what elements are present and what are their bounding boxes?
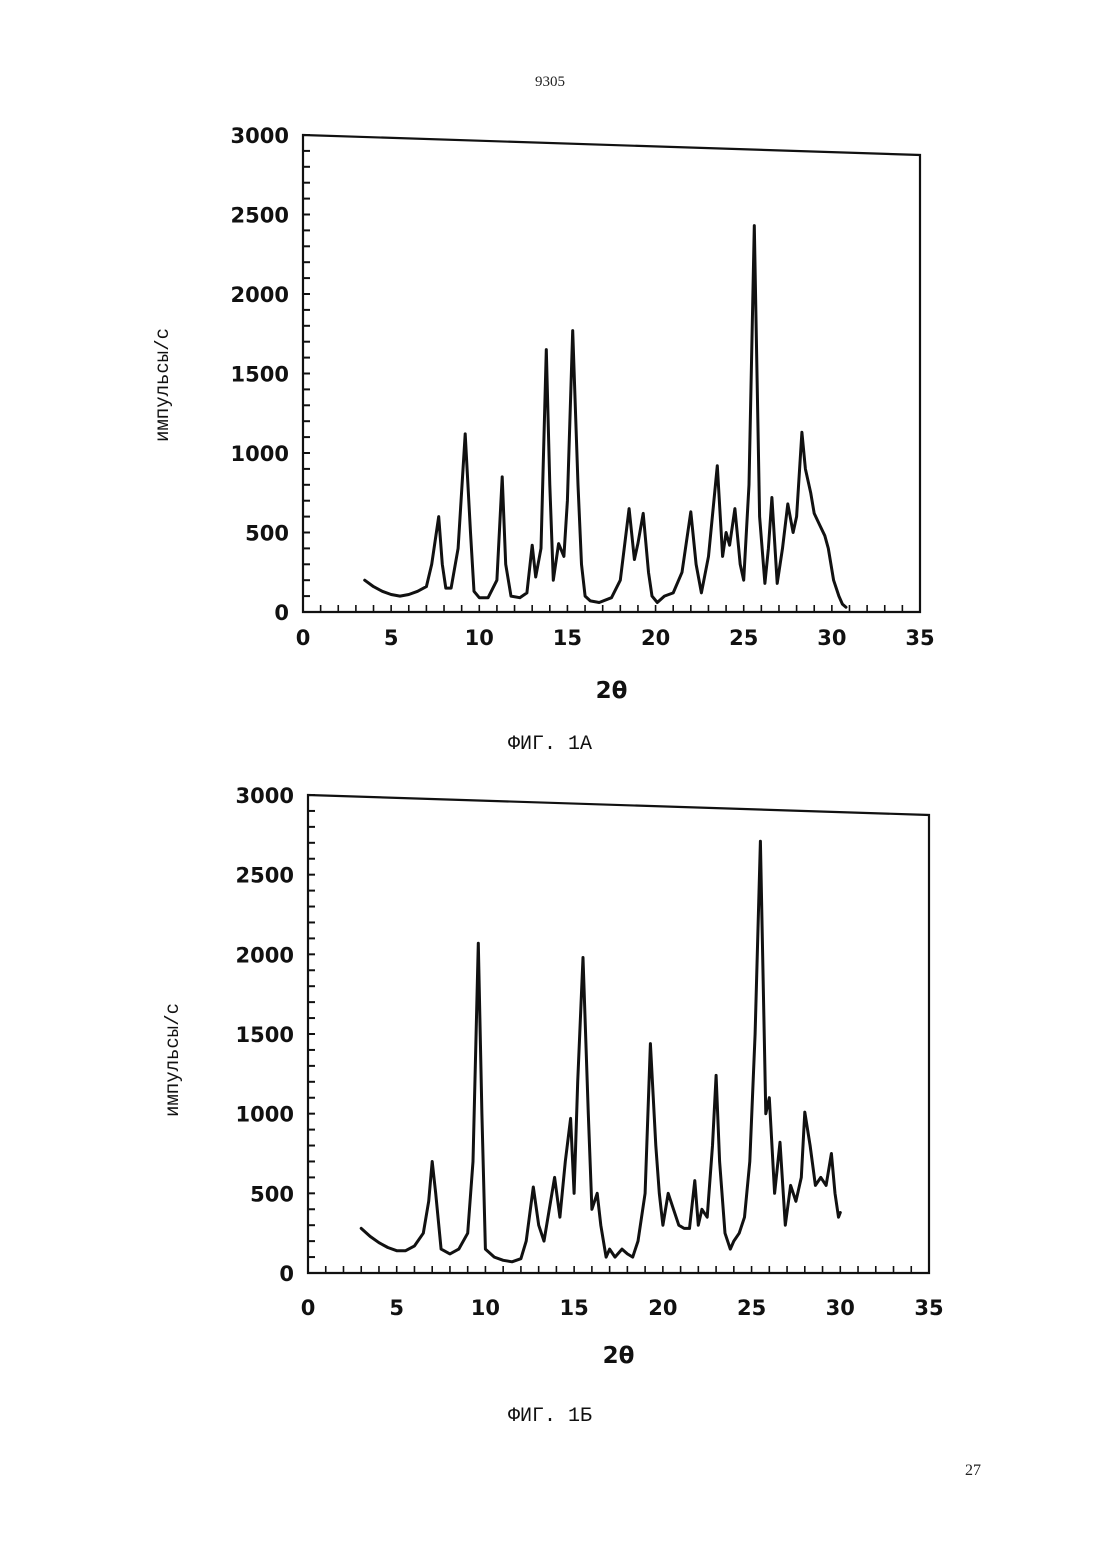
x-tick-label: 0 [296,626,311,650]
x-tick-label: 25 [729,626,758,650]
x-tick-label: 35 [914,1296,943,1320]
x-tick-label: 0 [301,1296,316,1320]
y-tick-label: 500 [245,522,289,546]
y-tick-label: 0 [279,1262,294,1286]
y-axis-title: импульсы/с [162,1003,184,1117]
x-tick-label: 30 [817,626,846,650]
y-tick-label: 1000 [231,442,289,466]
y-tick-label: 1500 [236,1023,294,1047]
x-tick-label: 10 [471,1296,500,1320]
y-tick-label: 2000 [231,283,289,307]
y-tick-label: 0 [274,601,289,625]
y-tick-label: 500 [250,1182,294,1206]
x-tick-label: 15 [560,1296,589,1320]
diffraction-series-line [361,841,840,1262]
x-tick-label: 20 [648,1296,677,1320]
x-tick-label: 20 [641,626,670,650]
x-tick-label: 5 [389,1296,404,1320]
y-tick-label: 1500 [231,363,289,387]
y-axis-title: импульсы/с [152,328,174,442]
y-tick-label: 3000 [231,124,289,148]
y-tick-label: 2000 [236,943,294,967]
y-tick-label: 2500 [236,864,294,888]
diffraction-series-line [365,226,846,608]
xrd-chart-1a: 0 500 1000 1500 2000 2500 3000 0 5 10 15 20 25 30 35 2θ… [0,100,1100,830]
page-number-top: 9305 [0,74,1100,91]
xrd-chart-1b: 0 500 1000 1500 2000 2500 3000 0 5 10 15 20 25 30 35 2θ… [0,770,1100,1390]
x-tick-label: 25 [737,1296,766,1320]
y-tick-label: 2500 [231,204,289,228]
x-tick-label: 30 [826,1296,855,1320]
figure-caption-1b: ФИГ. 1Б [0,1405,1100,1428]
figure-caption-1a: ФИГ. 1А [0,733,1100,756]
x-tick-label: 35 [905,626,934,650]
y-tick-label: 3000 [236,784,294,808]
x-tick-label: 10 [465,626,494,650]
x-axis-title: 2θ [603,1343,635,1369]
x-tick-label: 15 [553,626,582,650]
y-tick-label: 1000 [236,1103,294,1127]
x-tick-label: 5 [384,626,399,650]
x-axis-title: 2θ [596,678,628,704]
page-number-bottom: 27 [965,1462,981,1480]
